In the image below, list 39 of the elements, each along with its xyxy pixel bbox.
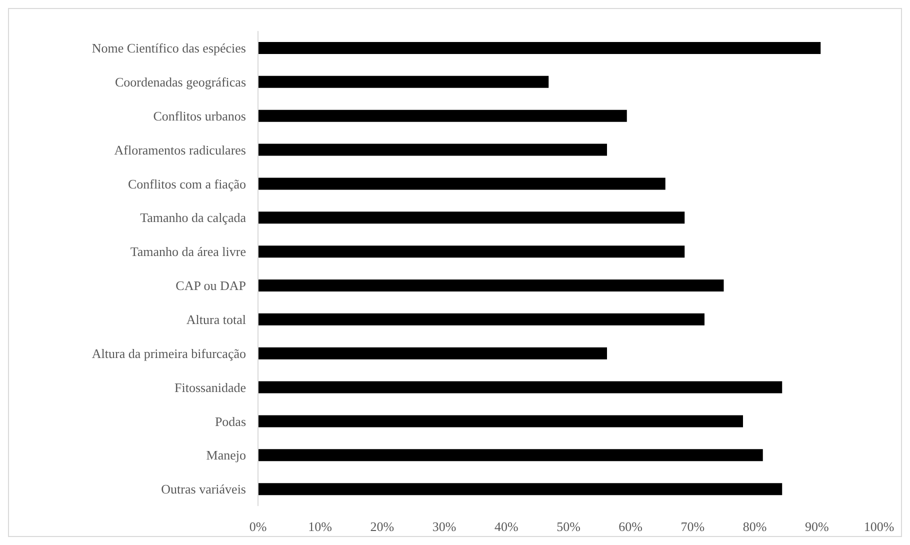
y-tick-label: Altura total [186,312,246,328]
bar [258,449,763,462]
y-tick-label: Afloramentos radiculares [114,142,246,158]
y-tick-label: Coordenadas geográficas [114,74,246,90]
x-tick-label: 100% [864,519,894,534]
y-tick-label: Tamanho da calçada [140,210,246,226]
y-tick-label: Manejo [206,448,246,463]
bar [258,246,685,258]
x-tick-label: 90% [804,519,829,534]
x-tick-label: 0% [249,519,267,534]
y-tick-label: Podas [214,414,246,429]
bar [258,110,627,122]
x-tick-label: 80% [742,519,767,534]
bar [258,381,782,394]
bar [258,347,607,360]
bar [258,483,782,496]
y-tick-label: Outras variáveis [161,482,246,497]
x-tick-label: 70% [680,519,705,534]
y-tick-label: Tamanho da área livre [130,244,246,260]
y-tick-label: Conflitos com a fiação [128,176,246,192]
y-tick-label: Altura da primeira bifurcação [92,346,246,361]
bar [258,144,607,156]
y-tick-label: CAP ou DAP [176,278,246,294]
x-tick-label: 10% [308,519,332,534]
bar [258,415,743,428]
bar [258,178,666,190]
x-tick-label: 50% [556,519,581,534]
bar [258,280,724,292]
x-tick-label: 60% [618,519,643,534]
x-tick-label: 30% [432,519,456,534]
y-tick-label: Conflitos urbanos [153,108,246,124]
y-tick-label: Fitossanidade [174,380,246,395]
bar [258,313,704,326]
bar [258,212,685,224]
x-tick-label: 40% [494,519,518,534]
x-tick-label: 20% [370,519,394,534]
bar [258,42,821,54]
y-tick-label: Nome Científico das espécies [92,40,246,56]
bar [258,76,549,88]
